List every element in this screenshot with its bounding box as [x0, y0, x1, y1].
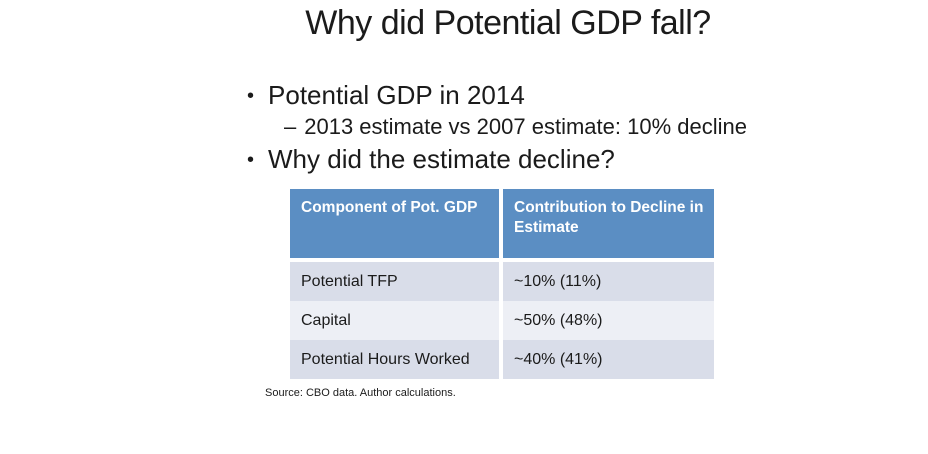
bullet-text: Why did the estimate decline? [268, 144, 615, 174]
table-header-row: Component of Pot. GDP Contribution to De… [290, 189, 714, 262]
contribution-cell: ~40% (41%) [503, 340, 714, 379]
source-note: Source: CBO data. Author calculations. [265, 387, 456, 399]
table-header-contribution: Contribution to Decline in Estimate [503, 189, 714, 262]
sub-bullet-text: 2013 estimate vs 2007 estimate: 10% decl… [304, 114, 747, 139]
gdp-components-table: Component of Pot. GDP Contribution to De… [290, 189, 714, 379]
table-header-component: Component of Pot. GDP [290, 189, 503, 262]
table-row-potential-tfp: Potential TFP ~10% (11%) [290, 262, 714, 301]
sub-bullet-estimate-comparison: – 2013 estimate vs 2007 estimate: 10% de… [284, 114, 747, 140]
contribution-cell: ~10% (11%) [503, 262, 714, 301]
dash-marker: – [284, 114, 297, 139]
bullet-item-potential-gdp: • Potential GDP in 2014 [247, 80, 525, 113]
bullet-item-why-decline: • Why did the estimate decline? [247, 144, 615, 177]
table-row-capital: Capital ~50% (48%) [290, 301, 714, 340]
bullet-marker: • [247, 149, 255, 171]
slide-title: Why did Potential GDP fall? [305, 4, 711, 42]
contribution-cell: ~50% (48%) [503, 301, 714, 340]
component-cell: Potential TFP [290, 262, 503, 301]
bullet-text: Potential GDP in 2014 [268, 80, 525, 110]
bullet-marker: • [247, 85, 255, 107]
component-cell: Potential Hours Worked [290, 340, 503, 379]
table-row-potential-hours: Potential Hours Worked ~40% (41%) [290, 340, 714, 379]
component-cell: Capital [290, 301, 503, 340]
